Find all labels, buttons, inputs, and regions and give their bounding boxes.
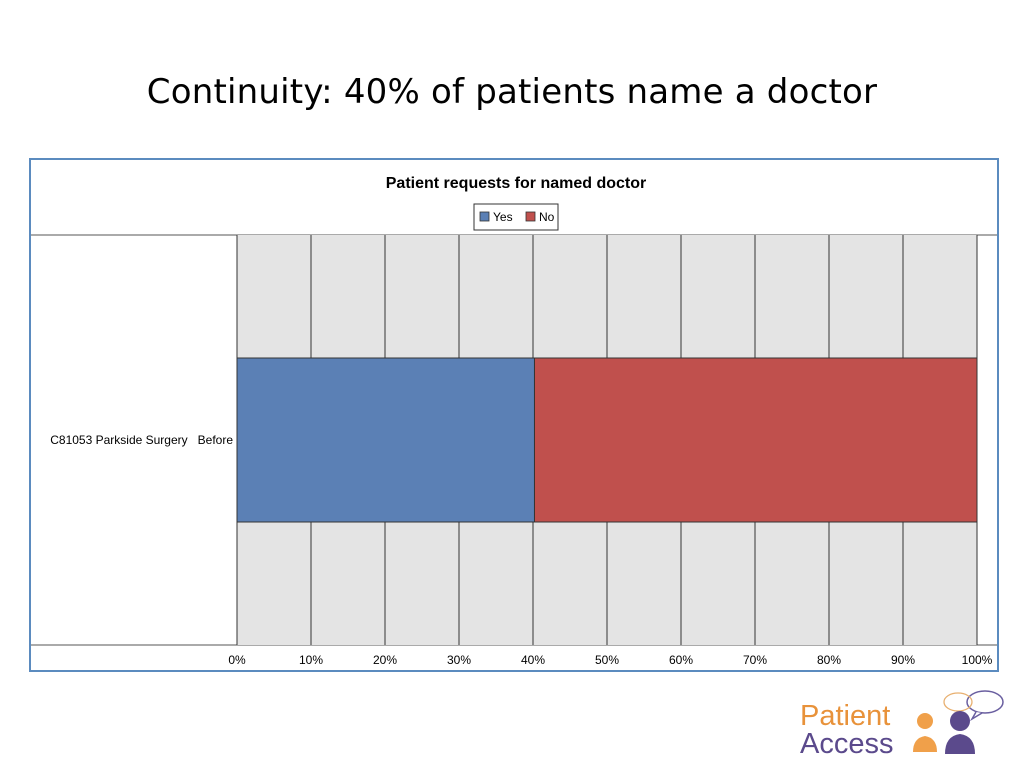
- x-tick-label: 30%: [447, 653, 471, 667]
- logo-word-patient: Patient: [800, 700, 891, 732]
- x-tick-label: 90%: [891, 653, 915, 667]
- x-tick-label: 60%: [669, 653, 693, 667]
- legend-swatch-yes: [479, 211, 490, 222]
- x-tick-label: 20%: [373, 653, 397, 667]
- x-tick-label: 50%: [595, 653, 619, 667]
- logo-people-icon: [913, 690, 1004, 754]
- slide-title: Continuity: 40% of patients name a docto…: [146, 72, 878, 112]
- x-tick-label: 80%: [817, 653, 841, 667]
- legend-swatch-no: [525, 211, 536, 222]
- legend-label-yes: Yes: [493, 210, 513, 224]
- category-label: C81053 Parkside Surgery Before: [50, 433, 233, 447]
- logo-word-access: Access: [800, 728, 894, 760]
- bar-no: [533, 357, 978, 523]
- chart-title: Patient requests for named doctor: [386, 175, 647, 192]
- chart-frame: Patient requests for named doctor Yes No 0%…: [29, 158, 999, 672]
- x-tick-label: 0%: [228, 653, 246, 667]
- x-tick-label: 100%: [962, 653, 993, 667]
- x-tick-label: 40%: [521, 653, 545, 667]
- x-tick-label: 70%: [743, 653, 767, 667]
- patient-access-logo: Patient Access: [800, 688, 1010, 760]
- x-tick-label: 10%: [299, 653, 323, 667]
- bar-yes: [236, 357, 535, 523]
- legend-label-no: No: [539, 210, 555, 224]
- stacked-bar-chart: Patient requests for named doctor Yes No 0%…: [31, 175, 997, 667]
